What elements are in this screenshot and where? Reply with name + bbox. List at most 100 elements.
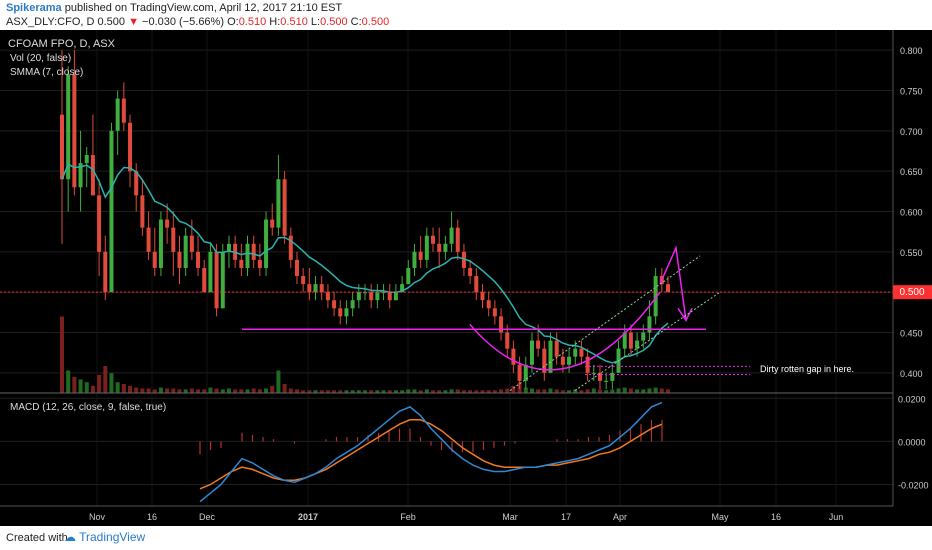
volume-bar — [635, 389, 640, 393]
volume-bar — [573, 389, 578, 393]
high-value: 0.510 — [280, 16, 308, 28]
price-axis[interactable] — [893, 30, 932, 526]
time-axis-labels: Nov 16 Dec 2017 Feb Mar 17 Apr May 16 Jun — [89, 512, 843, 522]
legend-vol[interactable]: Vol (20, false) — [10, 53, 71, 64]
gap-annotation: Dirty rotten gap in here. — [760, 364, 854, 374]
symbol-label: ASX_DLY:CFO, D — [6, 16, 95, 28]
volume-bar — [146, 388, 151, 393]
volume-bar — [220, 389, 225, 393]
chart-area[interactable]: 0.800 0.750 0.700 0.650 0.600 0.550 0.500 0.450… — [0, 30, 932, 526]
high-label: H: — [269, 16, 281, 28]
tradingview-logo[interactable]: ☁ TradingView — [64, 530, 145, 544]
candle-body — [134, 171, 139, 196]
open-value: 0.510 — [238, 16, 267, 28]
low-label: L: — [310, 16, 321, 28]
volume-bar — [97, 375, 102, 393]
time-tick-label: 17 — [561, 512, 571, 522]
volume-bar — [60, 316, 64, 393]
volume-bar — [257, 389, 262, 393]
candle-body — [554, 340, 559, 357]
candle-body — [128, 122, 133, 172]
candle-body — [622, 332, 627, 349]
volume-bar — [628, 388, 633, 393]
publish-line: Spikerama published on TradingView.com, … — [6, 2, 342, 14]
candle-body — [325, 292, 330, 301]
time-tick-label: Feb — [400, 512, 416, 522]
candle-body — [72, 74, 77, 188]
candle-body — [604, 380, 609, 382]
candle-body — [548, 340, 553, 373]
smma-polyline — [61, 163, 669, 364]
price-tick-label: 0.700 — [900, 127, 923, 137]
macd-tick-label: 0.0000 — [898, 437, 926, 447]
volume-bar — [659, 388, 664, 393]
ohlc-line: ASX_DLY:CFO, D 0.500 ▼ −0.030 (−5.66%) O… — [6, 16, 389, 28]
volume-bar — [189, 388, 194, 393]
volume-bar — [356, 390, 361, 393]
volume-bar — [523, 387, 528, 393]
volume-bar — [183, 389, 188, 393]
price-tick-label: 0.650 — [900, 167, 923, 177]
volume-bar — [288, 388, 293, 393]
candle-body — [647, 316, 652, 333]
candle-body — [115, 98, 120, 131]
volume-bar — [171, 388, 176, 393]
candle-body — [257, 259, 262, 268]
candle-body — [208, 251, 213, 293]
legend-macd[interactable]: MACD (12, 26, close, 9, false, true) — [10, 402, 166, 413]
macd-pane — [0, 397, 893, 503]
close-value: 0.500 — [361, 16, 390, 28]
volume-bar — [604, 390, 609, 393]
candle-body — [455, 227, 460, 252]
candle-body — [90, 155, 95, 196]
candle-body — [567, 356, 572, 365]
time-tick-label: Dec — [199, 512, 216, 522]
macd-axis-labels: 0.0200 0.0000 -0.0200 — [898, 394, 929, 490]
volume-bar — [492, 390, 497, 393]
published-text: published on TradingView.com, April 12, … — [64, 2, 343, 14]
candle-body — [431, 235, 436, 244]
volume-bar — [511, 385, 516, 393]
brand-label: TradingView — [79, 530, 146, 544]
price-tick-label: 0.750 — [900, 87, 923, 97]
volume-bar — [158, 387, 163, 393]
volume-bar — [591, 388, 596, 393]
candle-body — [387, 292, 392, 301]
candle-body — [276, 179, 281, 228]
volume-bar — [251, 388, 256, 393]
candle-body — [226, 243, 231, 252]
candle-body — [350, 300, 355, 309]
candle-body — [585, 356, 590, 373]
candle-body — [492, 308, 497, 317]
candle-body — [239, 259, 244, 268]
candle-body — [400, 284, 405, 293]
volume-bar — [666, 389, 670, 393]
volume-bar — [597, 389, 602, 393]
volume-bar — [239, 389, 244, 393]
volume-bar — [313, 390, 318, 393]
macd-tick-label: 0.0200 — [898, 394, 926, 404]
candle-body — [474, 276, 479, 293]
volume-bar — [332, 390, 337, 393]
volume-bar — [424, 389, 429, 393]
volume-bar — [214, 388, 219, 393]
volume-bar — [90, 385, 95, 393]
projection-arrow — [659, 245, 687, 321]
volume-bar — [294, 389, 299, 393]
volume-bar — [338, 390, 343, 393]
candle-body — [146, 227, 151, 252]
candle-body — [140, 195, 145, 228]
legend-smma[interactable]: SMMA (7, close) — [10, 67, 83, 78]
created-with-label: Created with — [6, 532, 68, 544]
candle-body — [641, 332, 646, 341]
volume-bar — [282, 384, 287, 393]
volume-bar — [226, 388, 231, 393]
cup-curve — [469, 291, 661, 371]
author-link[interactable]: Spikerama — [6, 2, 62, 14]
volume-bar — [622, 387, 627, 393]
volume-bar — [567, 390, 572, 393]
price-tick-label: 0.800 — [900, 46, 923, 56]
price-tick-label: 0.600 — [900, 208, 923, 218]
candle-body — [301, 276, 306, 285]
volume-bar — [78, 379, 83, 393]
